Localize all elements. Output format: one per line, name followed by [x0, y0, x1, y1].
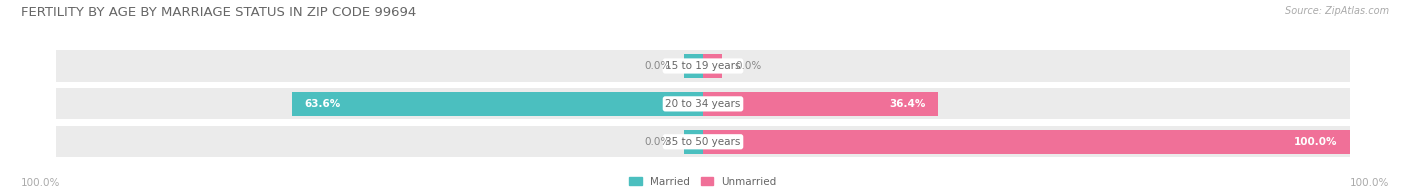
- Text: 35 to 50 years: 35 to 50 years: [665, 137, 741, 147]
- Legend: Married, Unmarried: Married, Unmarried: [626, 172, 780, 191]
- Bar: [56, 126, 1350, 157]
- Bar: [56, 50, 1350, 82]
- Text: 15 to 19 years: 15 to 19 years: [665, 61, 741, 71]
- Bar: [291, 92, 703, 116]
- Text: 100.0%: 100.0%: [1294, 137, 1337, 147]
- Text: 0.0%: 0.0%: [735, 61, 762, 71]
- Bar: [703, 92, 938, 116]
- Text: 63.6%: 63.6%: [305, 99, 340, 109]
- Bar: [683, 130, 703, 153]
- Bar: [683, 54, 703, 78]
- Text: 36.4%: 36.4%: [889, 99, 925, 109]
- Text: 100.0%: 100.0%: [1350, 178, 1389, 188]
- Text: 20 to 34 years: 20 to 34 years: [665, 99, 741, 109]
- Text: Source: ZipAtlas.com: Source: ZipAtlas.com: [1285, 6, 1389, 16]
- Bar: [703, 130, 1350, 153]
- Text: FERTILITY BY AGE BY MARRIAGE STATUS IN ZIP CODE 99694: FERTILITY BY AGE BY MARRIAGE STATUS IN Z…: [21, 6, 416, 19]
- Bar: [56, 88, 1350, 119]
- Text: 0.0%: 0.0%: [644, 137, 671, 147]
- Text: 100.0%: 100.0%: [21, 178, 60, 188]
- Bar: [703, 54, 723, 78]
- Text: 0.0%: 0.0%: [644, 61, 671, 71]
